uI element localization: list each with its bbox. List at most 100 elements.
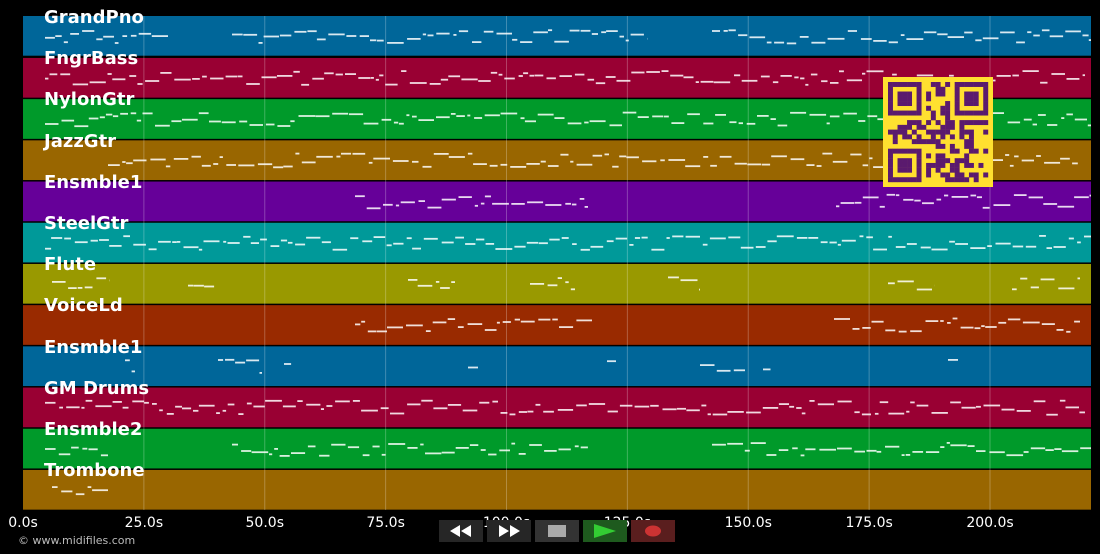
note-mark (914, 199, 921, 202)
note-mark (307, 445, 316, 448)
note-mark (1032, 123, 1037, 126)
note-mark (362, 454, 370, 457)
note-mark (246, 359, 260, 362)
note-mark (1005, 154, 1010, 156)
note-mark (687, 113, 700, 116)
note-mark (629, 244, 634, 246)
note-mark (885, 329, 896, 332)
note-mark (440, 287, 450, 289)
stop-button[interactable] (535, 520, 579, 542)
note-mark (332, 248, 348, 251)
note-mark (216, 412, 220, 414)
note-mark (361, 320, 366, 323)
note-mark (591, 33, 598, 35)
note-mark (641, 236, 648, 239)
note-mark (218, 359, 224, 361)
note-mark (165, 165, 171, 168)
fast-forward-button[interactable] (487, 520, 531, 542)
note-mark (607, 410, 618, 413)
note-mark (1084, 235, 1091, 238)
note-mark (666, 237, 670, 239)
note-mark (1058, 287, 1075, 290)
note-mark (422, 165, 432, 168)
note-mark (967, 445, 975, 447)
note-mark (448, 156, 465, 158)
note-mark (557, 409, 574, 411)
note-mark (727, 411, 744, 413)
note-mark (829, 241, 837, 244)
play-button[interactable] (583, 520, 627, 542)
qr-code (883, 77, 993, 187)
note-mark (432, 321, 447, 324)
note-mark (544, 450, 557, 452)
note-mark (175, 405, 182, 408)
note-mark (172, 241, 177, 243)
note-mark (859, 235, 864, 238)
note-mark (841, 239, 856, 242)
note-mark (552, 318, 558, 321)
note-mark (511, 203, 525, 205)
note-mark (99, 239, 109, 241)
note-mark (221, 121, 236, 124)
note-mark (982, 206, 990, 209)
note-mark (324, 72, 334, 75)
note-mark (132, 400, 145, 403)
note-mark (559, 75, 572, 77)
rewind-button[interactable] (439, 520, 483, 542)
note-mark (315, 115, 330, 118)
note-mark (150, 158, 166, 161)
note-mark (1061, 450, 1079, 453)
note-mark (490, 71, 498, 74)
note-mark (537, 113, 554, 116)
note-mark (860, 38, 872, 40)
note-mark (873, 166, 884, 168)
note-mark (1044, 161, 1061, 164)
note-mark (390, 412, 405, 415)
note-mark (595, 82, 606, 85)
track-lane (23, 305, 1091, 345)
note-mark (64, 237, 71, 240)
note-mark (259, 372, 262, 374)
note-mark (770, 118, 776, 120)
note-mark (280, 239, 288, 242)
record-button[interactable] (631, 520, 675, 542)
note-mark (328, 33, 345, 36)
note-mark (661, 70, 669, 72)
note-mark (809, 113, 827, 116)
note-mark (817, 403, 834, 406)
note-mark (60, 73, 71, 76)
note-mark (1088, 39, 1091, 41)
note-mark (808, 237, 819, 239)
note-mark (441, 198, 456, 201)
note-mark (1023, 118, 1032, 121)
note-mark (982, 37, 999, 40)
note-mark (866, 70, 884, 73)
note-mark (198, 404, 215, 407)
note-mark (903, 198, 914, 201)
note-mark (362, 240, 373, 243)
note-mark (331, 443, 346, 446)
note-mark (570, 288, 575, 291)
note-mark (496, 321, 500, 324)
note-mark (569, 29, 580, 32)
note-mark (406, 324, 423, 327)
note-mark (923, 31, 937, 34)
note-mark (925, 451, 940, 453)
note-mark (1074, 118, 1087, 121)
note-mark (1006, 454, 1024, 457)
note-mark (45, 247, 52, 250)
note-mark (366, 207, 381, 210)
note-mark (547, 165, 559, 167)
note-mark (109, 245, 122, 247)
note-mark (468, 366, 478, 369)
note-mark (126, 162, 133, 165)
note-mark (910, 401, 915, 404)
note-mark (728, 236, 741, 239)
note-mark (210, 77, 224, 80)
note-mark (75, 493, 85, 496)
note-mark (762, 407, 779, 409)
note-mark (479, 401, 490, 404)
note-mark (232, 33, 243, 36)
note-mark (755, 246, 766, 248)
note-mark (107, 73, 112, 75)
